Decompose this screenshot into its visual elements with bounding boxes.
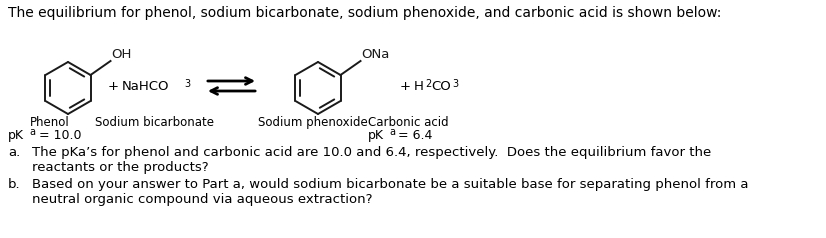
Text: H: H <box>414 79 424 93</box>
Text: a.: a. <box>8 146 21 159</box>
Text: pK: pK <box>368 129 384 142</box>
Text: reactants or the products?: reactants or the products? <box>32 161 209 174</box>
Text: = 6.4: = 6.4 <box>394 129 432 142</box>
Text: neutral organic compound via aqueous extraction?: neutral organic compound via aqueous ext… <box>32 193 373 206</box>
Text: +: + <box>400 79 411 93</box>
Text: 3: 3 <box>184 79 190 89</box>
Text: 2: 2 <box>425 79 431 89</box>
Text: a: a <box>29 127 35 137</box>
Text: b.: b. <box>8 178 21 191</box>
Text: Phenol: Phenol <box>30 116 69 129</box>
Text: = 10.0: = 10.0 <box>35 129 82 142</box>
Text: CO: CO <box>431 79 451 93</box>
Text: OH: OH <box>112 48 132 61</box>
Text: Sodium phenoxide: Sodium phenoxide <box>258 116 368 129</box>
Text: Sodium bicarbonate: Sodium bicarbonate <box>95 116 214 129</box>
Text: Based on your answer to Part a, would sodium bicarbonate be a suitable base for : Based on your answer to Part a, would so… <box>32 178 748 191</box>
Text: The equilibrium for phenol, sodium bicarbonate, sodium phenoxide, and carbonic a: The equilibrium for phenol, sodium bicar… <box>8 6 721 20</box>
Text: 3: 3 <box>452 79 458 89</box>
Text: ONa: ONa <box>362 48 390 61</box>
Text: The pKa’s for phenol and carbonic acid are 10.0 and 6.4, respectively.  Does the: The pKa’s for phenol and carbonic acid a… <box>32 146 711 159</box>
Text: a: a <box>389 127 395 137</box>
Text: +: + <box>108 79 119 93</box>
Text: pK: pK <box>8 129 24 142</box>
Text: Carbonic acid: Carbonic acid <box>368 116 449 129</box>
Text: NaHCO: NaHCO <box>122 79 169 93</box>
